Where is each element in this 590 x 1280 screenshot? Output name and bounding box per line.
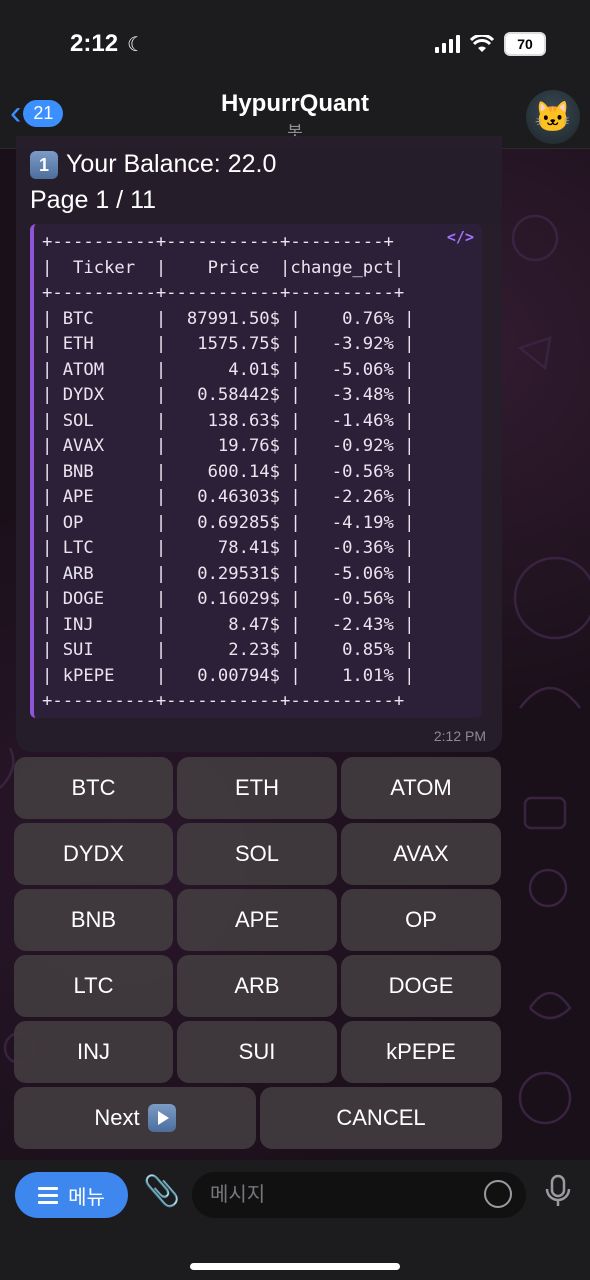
kb-button-sui[interactable]: SUI [177, 1021, 337, 1083]
battery-level: 70 [517, 36, 533, 52]
input-bar: 메뉴 📎 [0, 1160, 590, 1280]
code-copy-icon[interactable]: </> [446, 228, 474, 246]
status-bar: 2:12 ☾ 70 [0, 0, 590, 80]
chevron-left-icon: ‹ [10, 94, 22, 132]
balance-text: Your Balance: 22.0 [66, 150, 277, 178]
kb-button-sol[interactable]: SOL [177, 823, 337, 885]
battery-icon: 70 [504, 32, 546, 56]
play-icon [147, 1104, 176, 1132]
message-time: 2:12 PM [433, 728, 486, 744]
message-input[interactable] [192, 1172, 526, 1218]
balance-line: 1 Your Balance: 22.0 [30, 150, 276, 179]
kb-button-avax[interactable]: AVAX [341, 823, 501, 885]
cancel-button[interactable]: CANCEL [260, 1087, 502, 1149]
paperclip-icon[interactable]: 📎 [143, 1175, 181, 1208]
kb-button-ltc[interactable]: LTC [14, 955, 173, 1017]
kb-button-ape[interactable]: APE [177, 889, 337, 951]
kb-button-eth[interactable]: ETH [177, 757, 337, 819]
unread-count-badge: 21 [23, 99, 64, 127]
kb-button-bnb[interactable]: BNB [14, 889, 173, 951]
signal-icon [435, 35, 460, 53]
ticker-table: +----------+-----------+---------+ | Tic… [42, 232, 415, 711]
cat-avatar-icon: 🐱 [534, 100, 572, 134]
status-time: 2:12 [70, 30, 119, 57]
menu-label: 메뉴 [68, 1186, 105, 1209]
kb-button-btc[interactable]: BTC [14, 757, 173, 819]
kb-button-inj[interactable]: INJ [14, 1021, 173, 1083]
microphone-icon[interactable] [545, 1174, 571, 1208]
page-indicator: Page 1 / 11 [30, 186, 157, 214]
keycap-one-icon: 1 [30, 150, 58, 179]
message-bubble: 1 Your Balance: 22.0 Page 1 / 11 </> +--… [16, 136, 502, 752]
home-indicator [190, 1263, 400, 1270]
hamburger-icon [38, 1187, 59, 1204]
kb-button-dydx[interactable]: DYDX [14, 823, 173, 885]
kb-button-kpepe[interactable]: kPEPE [341, 1021, 501, 1083]
menu-button[interactable]: 메뉴 [15, 1172, 128, 1218]
kb-button-atom[interactable]: ATOM [341, 757, 501, 819]
code-block[interactable]: </> +----------+-----------+---------+ |… [30, 224, 482, 718]
kb-button-op[interactable]: OP [341, 889, 501, 951]
next-label: Next [94, 1105, 140, 1130]
next-button[interactable]: Next [14, 1087, 256, 1149]
moon-icon: ☾ [127, 34, 145, 56]
back-button[interactable]: ‹ 21 [10, 94, 64, 132]
kb-button-doge[interactable]: DOGE [341, 955, 501, 1017]
sticker-icon[interactable] [484, 1180, 512, 1208]
bot-avatar[interactable]: 🐱 [526, 90, 580, 144]
wifi-icon [470, 35, 494, 52]
chat-title[interactable]: HypurrQuant [220, 90, 369, 117]
kb-button-arb[interactable]: ARB [177, 955, 337, 1017]
